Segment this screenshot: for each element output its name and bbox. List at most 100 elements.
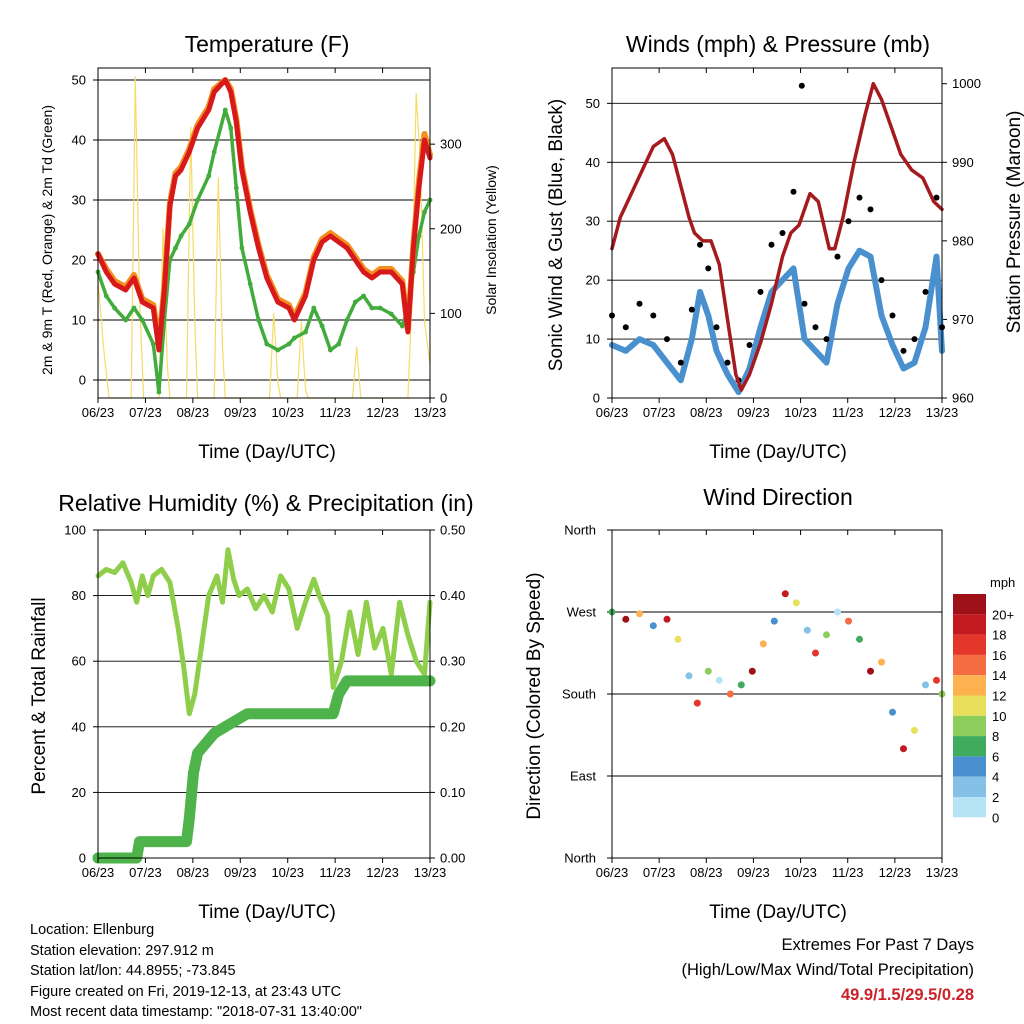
- humidity-y-tick-label: 60: [72, 654, 86, 669]
- temperature-y2-tick-label: 300: [440, 137, 462, 152]
- temperature-x-tick-label: 12/23: [366, 405, 399, 420]
- winds-y-tick-label: 40: [586, 155, 600, 170]
- dewpoint-point: [303, 329, 308, 335]
- direction-y-tick-label: East: [570, 769, 596, 784]
- legend-label: 10: [992, 709, 1006, 724]
- dewpoint-point: [239, 245, 245, 251]
- temperature-y-tick-label: 50: [72, 73, 86, 88]
- winds-plot-area: 0 10 20 30 40 50 960 970 980 990 1000 06/23 07/23 08/…: [586, 67, 981, 420]
- wind-direction-point: [823, 631, 830, 639]
- dewpoint-point: [286, 341, 292, 347]
- wind-direction-point: [649, 622, 657, 630]
- legend-label: 4: [992, 770, 999, 785]
- dewpoint-point: [139, 317, 145, 323]
- humidity-x-axis-label: Time (Day/UTC): [198, 902, 336, 923]
- winds-y2-tick-label: 1000: [952, 76, 981, 91]
- gust-point: [790, 188, 797, 195]
- gust-point: [705, 265, 712, 272]
- wind-direction-point: [636, 610, 643, 618]
- direction-left-axis-label: Direction (Colored By Speed): [524, 572, 545, 819]
- dewpoint-point: [328, 347, 333, 353]
- winds-y-tick-label: 0: [593, 391, 600, 406]
- winds-left-axis-label: Sonic Wind & Gust (Blue, Black): [546, 99, 567, 371]
- winds-x-tick-label: 08/23: [690, 405, 723, 420]
- humidity-x-tick-label: 13/23: [414, 865, 447, 880]
- dewpoint-point: [369, 305, 375, 311]
- gust-point: [823, 336, 830, 343]
- dewpoint-point: [352, 299, 358, 305]
- gust-point: [746, 342, 753, 348]
- direction-x-tick-label: 08/23: [690, 865, 723, 880]
- gust-point: [636, 300, 643, 307]
- gust-point: [911, 336, 918, 343]
- gust-point: [798, 82, 805, 89]
- winds-x-tick-label: 06/23: [596, 405, 629, 420]
- temperature-x-tick-label: 11/23: [319, 405, 351, 420]
- gust-point: [812, 324, 819, 331]
- direction-y-tick-label: North: [564, 523, 596, 538]
- humidity-plot-frame: [97, 529, 431, 859]
- direction-panel: Wind Direction NorthEastSouthWestNorth06…: [524, 484, 1015, 923]
- temperature-y-tick-label: 10: [72, 313, 86, 328]
- legend-label: 2: [992, 790, 999, 805]
- direction-x-tick-label: 09/23: [737, 865, 770, 880]
- winds-x-tick-label: 11/23: [832, 405, 864, 420]
- winds-y2-tick-label: 990: [952, 155, 974, 170]
- wind-direction-point: [900, 745, 907, 753]
- temperature-y2-tick-label: 100: [440, 306, 462, 321]
- dewpoint-point: [377, 305, 383, 311]
- humidity-title: Relative Humidity (%) & Precipitation (i…: [58, 490, 473, 516]
- dewpoint-point: [211, 149, 217, 155]
- gust-point: [664, 336, 670, 343]
- direction-x-tick-label: 13/23: [926, 865, 959, 880]
- winds-x-tick-label: 13/23: [926, 405, 959, 420]
- humidity-y2-tick-label: 0.50: [440, 523, 465, 538]
- wind-direction-point: [867, 667, 874, 675]
- temperature-y-tick-label: 30: [72, 193, 86, 208]
- humidity-left-axis-label: Percent & Total Rainfall: [29, 597, 50, 794]
- dewpoint-point: [178, 233, 184, 239]
- legend-label: 12: [992, 689, 1006, 704]
- legend-color-box: [953, 756, 986, 777]
- gust-point: [933, 194, 940, 201]
- temperature-left-axis-label: 2m & 9m T (Red, Orange) & 2m Td (Green): [39, 105, 55, 375]
- direction-x-tick-label: 07/23: [643, 865, 676, 880]
- dewpoint-point: [422, 209, 427, 215]
- humidity-y-tick-label: 100: [64, 523, 86, 538]
- humidity-x-tick-label: 08/23: [177, 865, 210, 880]
- legend-label: 18: [992, 628, 1006, 643]
- dewpoint-point: [416, 233, 422, 239]
- winds-y2-tick-label: 980: [952, 233, 974, 248]
- gust-point: [622, 324, 629, 331]
- t2m-line: [95, 77, 433, 353]
- humidity-y2-tick-label: 0.00: [440, 851, 465, 866]
- wind-direction-point: [803, 626, 811, 634]
- wind-direction-point: [770, 617, 778, 625]
- dewpoint-point: [247, 281, 253, 287]
- dewpoint-point: [195, 197, 201, 203]
- humidity-x-tick-label: 11/23: [319, 865, 351, 880]
- wind-direction-point: [759, 640, 767, 648]
- humidity-y2-tick-label: 0.20: [440, 719, 465, 734]
- legend-label: 20+: [992, 607, 1014, 622]
- dewpoint-line: [96, 108, 432, 394]
- wind-direction-point: [834, 608, 841, 616]
- dewpoint-point: [173, 245, 178, 251]
- gust-point: [834, 253, 841, 260]
- humidity-y2-tick-label: 0.30: [440, 654, 465, 669]
- temperature-y-tick-label: 20: [72, 253, 86, 268]
- legend-color-box: [953, 614, 986, 635]
- station-pressure-line: [610, 81, 944, 392]
- extremes-box: Extremes For Past 7 Days (High/Low/Max W…: [681, 933, 974, 1008]
- gust-point: [688, 306, 695, 313]
- dewpoint-point: [292, 335, 297, 341]
- wind-direction-point: [622, 615, 630, 623]
- relative-humidity-line: [95, 547, 433, 717]
- winds-title: Winds (mph) & Pressure (mb): [626, 31, 930, 57]
- humidity-y-tick-label: 40: [72, 719, 86, 734]
- wind-direction-point: [726, 690, 734, 698]
- temperature-x-tick-label: 08/23: [177, 405, 210, 420]
- latlon-text: Station lat/lon: 44.8955; -73.845: [30, 963, 236, 979]
- gust-point: [889, 312, 896, 319]
